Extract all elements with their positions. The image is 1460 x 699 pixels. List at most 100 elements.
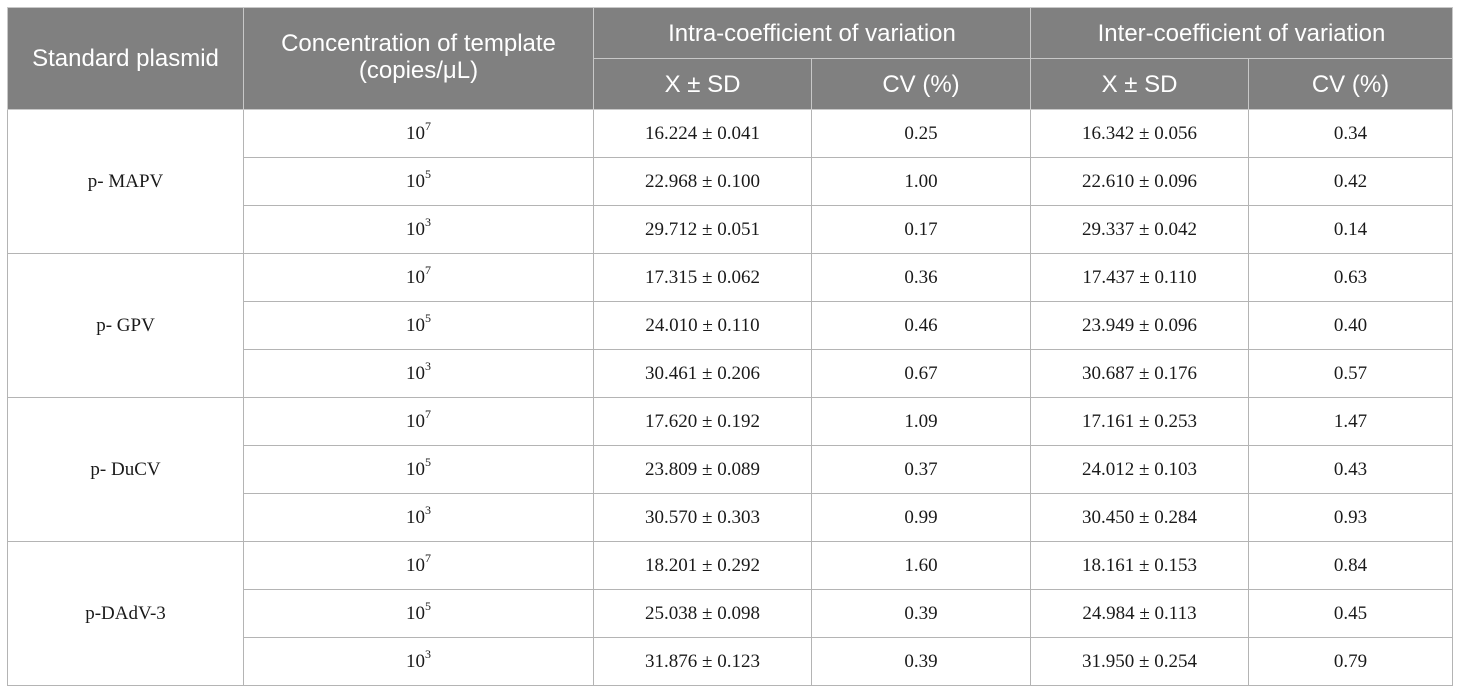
concentration-base: 10: [406, 506, 425, 528]
header-inter-cv: CV (%): [1248, 58, 1453, 110]
inter-cv-cell: 0.45: [1248, 589, 1453, 638]
intra-x-sd-cell: 31.876 ± 0.123: [593, 637, 812, 686]
concentration-exponent: 3: [425, 214, 431, 229]
intra-x-sd-cell: 17.315 ± 0.062: [593, 253, 812, 302]
table-row: 105 25.038 ± 0.098 0.39 24.984 ± 0.113 0.45: [8, 589, 1453, 638]
concentration-cell: 107: [243, 397, 594, 446]
intra-x-sd-cell: 17.620 ± 0.192: [593, 397, 812, 446]
concentration-cell: 107: [243, 541, 594, 590]
table-body: p- MAPV 107 16.224 ± 0.041 0.25 16.342 ± 0.0…: [7, 109, 1453, 686]
table-row: p-DAdV-3 107 18.201 ± 0.292 1.60 18.161 ± 0.…: [7, 541, 1453, 686]
concentration-exponent: 3: [425, 502, 431, 517]
inter-cv-cell: 0.14: [1248, 205, 1453, 254]
inter-cv-cell: 0.40: [1248, 301, 1453, 350]
header-inter-group: Inter-coefficient of variation: [1030, 7, 1453, 59]
intra-x-sd-cell: 29.712 ± 0.051: [593, 205, 812, 254]
concentration-base: 10: [406, 362, 425, 384]
intra-x-sd-cell: 23.809 ± 0.089: [593, 445, 812, 494]
cv-table: Standard plasmid Concentration of templa…: [7, 7, 1453, 686]
inter-x-sd-cell: 30.450 ± 0.284: [1030, 493, 1249, 542]
intra-cv-cell: 1.09: [811, 397, 1031, 446]
inter-x-sd-cell: 24.984 ± 0.113: [1030, 589, 1249, 638]
inter-cv-cell: 0.84: [1248, 541, 1453, 590]
concentration-cell: 107: [243, 109, 594, 158]
table-row: p- GPV 107 17.315 ± 0.062 0.36 17.437 ± 0.11…: [7, 253, 1453, 398]
table-row: 105 22.968 ± 0.100 1.00 22.610 ± 0.096 0.42: [8, 157, 1453, 206]
intra-x-sd-cell: 16.224 ± 0.041: [593, 109, 812, 158]
inter-x-sd-cell: 17.437 ± 0.110: [1030, 253, 1249, 302]
inter-x-sd-cell: 17.161 ± 0.253: [1030, 397, 1249, 446]
concentration-cell: 107: [243, 253, 594, 302]
inter-cv-cell: 0.42: [1248, 157, 1453, 206]
concentration-exponent: 5: [425, 598, 431, 613]
concentration-base: 10: [406, 266, 425, 288]
intra-x-sd-cell: 30.570 ± 0.303: [593, 493, 812, 542]
intra-cv-cell: 0.39: [811, 589, 1031, 638]
intra-cv-cell: 1.00: [811, 157, 1031, 206]
inter-x-sd-cell: 23.949 ± 0.096: [1030, 301, 1249, 350]
table-row: 103 31.876 ± 0.123 0.39 31.950 ± 0.254 0.79: [8, 637, 1453, 686]
intra-x-sd-cell: 22.968 ± 0.100: [593, 157, 812, 206]
table-row: p- DuCV 107 17.620 ± 0.192 1.09 17.161 ± 0.2…: [7, 397, 1453, 542]
inter-cv-cell: 0.93: [1248, 493, 1453, 542]
concentration-cell: 103: [243, 205, 594, 254]
intra-cv-cell: 1.60: [811, 541, 1031, 590]
intra-cv-cell: 0.25: [811, 109, 1031, 158]
concentration-exponent: 7: [425, 262, 431, 277]
plasmid-name: p-DAdV-3: [7, 541, 244, 686]
concentration-cell: 105: [243, 589, 594, 638]
concentration-exponent: 5: [425, 166, 431, 181]
intra-cv-cell: 0.99: [811, 493, 1031, 542]
header-inter-x-sd: X ± SD: [1030, 58, 1249, 110]
concentration-exponent: 7: [425, 118, 431, 133]
concentration-exponent: 7: [425, 550, 431, 565]
header-intra-cv: CV (%): [811, 58, 1031, 110]
inter-x-sd-cell: 30.687 ± 0.176: [1030, 349, 1249, 398]
concentration-base: 10: [406, 650, 425, 672]
intra-x-sd-cell: 24.010 ± 0.110: [593, 301, 812, 350]
intra-cv-cell: 0.67: [811, 349, 1031, 398]
table-row: 105 24.010 ± 0.110 0.46 23.949 ± 0.096 0.40: [8, 301, 1453, 350]
inter-x-sd-cell: 16.342 ± 0.056: [1030, 109, 1249, 158]
table-row: 103 29.712 ± 0.051 0.17 29.337 ± 0.042 0.14: [8, 205, 1453, 254]
concentration-base: 10: [406, 458, 425, 480]
inter-x-sd-cell: 31.950 ± 0.254: [1030, 637, 1249, 686]
inter-x-sd-cell: 22.610 ± 0.096: [1030, 157, 1249, 206]
header-intra-group: Intra-coefficient of variation: [593, 7, 1031, 59]
plasmid-name: p- DuCV: [7, 397, 244, 542]
intra-x-sd-cell: 18.201 ± 0.292: [593, 541, 812, 590]
inter-x-sd-cell: 29.337 ± 0.042: [1030, 205, 1249, 254]
header-intra-x-sd: X ± SD: [593, 58, 812, 110]
intra-cv-cell: 0.39: [811, 637, 1031, 686]
intra-cv-cell: 0.36: [811, 253, 1031, 302]
intra-cv-cell: 0.37: [811, 445, 1031, 494]
intra-cv-cell: 0.17: [811, 205, 1031, 254]
concentration-exponent: 7: [425, 406, 431, 421]
inter-x-sd-cell: 24.012 ± 0.103: [1030, 445, 1249, 494]
concentration-base: 10: [406, 410, 425, 432]
concentration-cell: 103: [243, 493, 594, 542]
concentration-cell: 103: [243, 349, 594, 398]
concentration-exponent: 3: [425, 646, 431, 661]
concentration-base: 10: [406, 314, 425, 336]
concentration-base: 10: [406, 602, 425, 624]
concentration-cell: 105: [243, 445, 594, 494]
inter-x-sd-cell: 18.161 ± 0.153: [1030, 541, 1249, 590]
intra-x-sd-cell: 25.038 ± 0.098: [593, 589, 812, 638]
inter-cv-cell: 1.47: [1248, 397, 1453, 446]
concentration-cell: 103: [243, 637, 594, 686]
concentration-base: 10: [406, 122, 425, 144]
concentration-cell: 105: [243, 301, 594, 350]
intra-cv-cell: 0.46: [811, 301, 1031, 350]
concentration-base: 10: [406, 554, 425, 576]
intra-x-sd-cell: 30.461 ± 0.206: [593, 349, 812, 398]
plasmid-name: p- GPV: [7, 253, 244, 398]
table-row: 103 30.461 ± 0.206 0.67 30.687 ± 0.176 0.57: [8, 349, 1453, 398]
concentration-exponent: 3: [425, 358, 431, 373]
table-row: p- MAPV 107 16.224 ± 0.041 0.25 16.342 ± 0.0…: [7, 109, 1453, 254]
concentration-exponent: 5: [425, 454, 431, 469]
header-concentration: Concentration of template (copies/μL): [243, 7, 594, 110]
table-header: Standard plasmid Concentration of templa…: [7, 7, 1453, 110]
inter-cv-cell: 0.57: [1248, 349, 1453, 398]
inter-cv-cell: 0.79: [1248, 637, 1453, 686]
